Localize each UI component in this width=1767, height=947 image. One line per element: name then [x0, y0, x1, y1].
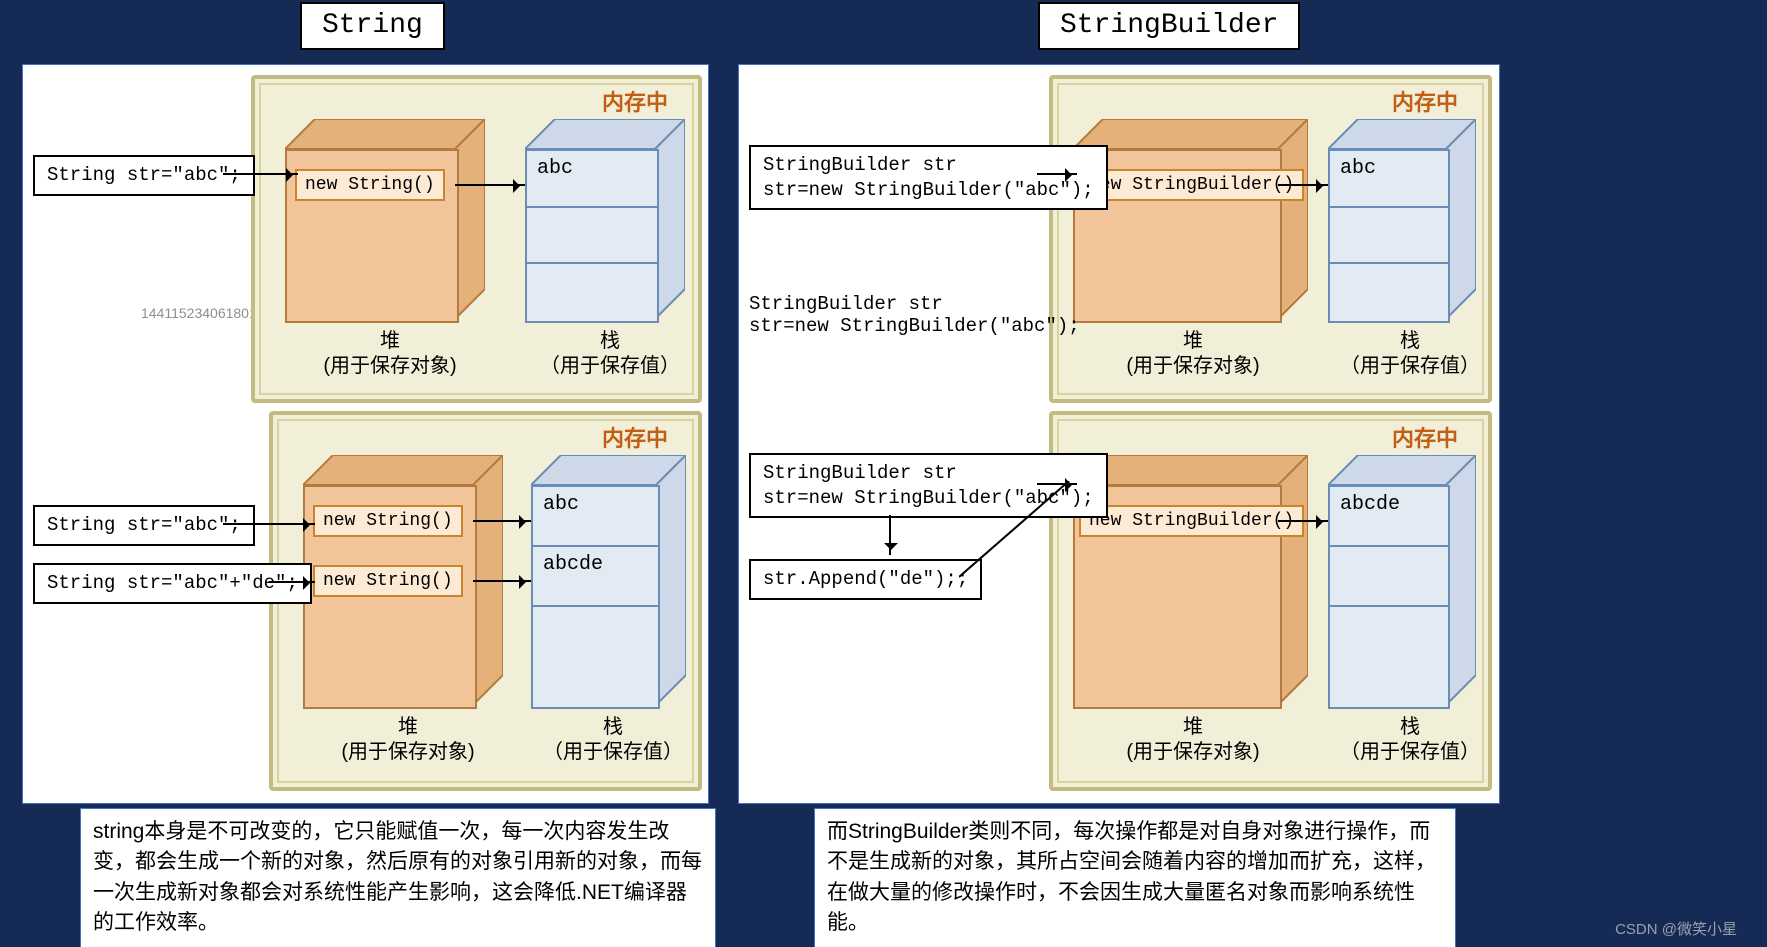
- arrow-heap-stack-l1: [455, 184, 525, 186]
- heap-label-l2-0: new String(): [313, 505, 463, 537]
- code-text-r-mid: StringBuilder str str=new StringBuilder(…: [749, 293, 1080, 337]
- mem-frame-r2: 内存中 new StringBuilder() 堆 (用于保存对象) abcde…: [1049, 411, 1492, 791]
- stack-row-r1-1: [1330, 208, 1448, 265]
- arrow-code-vert-r2: [889, 515, 891, 555]
- stack-row-l2-0: abc: [533, 487, 658, 547]
- desc-stringbuilder: 而StringBuilder类则不同，每次操作都是对自身对象进行操作，而不是生成…: [814, 808, 1456, 947]
- arrow-code-heap-r1: [1037, 173, 1077, 175]
- mem-frame-r1: 内存中 new StringBuilder() 堆 (用于保存对象) abc 栈…: [1049, 75, 1492, 403]
- stack-row-l1-1: [527, 208, 657, 265]
- mem-title-l1: 内存中: [602, 85, 668, 117]
- arrow-diag-r2: [959, 481, 1079, 591]
- arrow-heap-stack-l2-1: [473, 580, 531, 582]
- stack-row-r1-2: [1330, 264, 1448, 321]
- code-box-l2-0: String str="abc";: [33, 505, 255, 546]
- stack-cuboid-l2: abc abcde: [531, 455, 686, 705]
- stack-caption-l2: 栈 （用于保存值）: [538, 715, 688, 765]
- arrow-heap-stack-r2: [1278, 520, 1328, 522]
- heap-cuboid-r2: new StringBuilder(): [1073, 455, 1308, 705]
- stack-row-l1-0: abc: [527, 151, 657, 208]
- stack-row-r2-1: [1330, 547, 1448, 607]
- mem-frame-l1: 内存中 new String() 堆 (用于保存对象) abc 栈 （用于保存值…: [251, 75, 702, 403]
- stack-cuboid-r2: abcde: [1328, 455, 1476, 705]
- code-box-r2-1: str.Append("de");;: [749, 559, 982, 600]
- stack-caption-l1: 栈 （用于保存值）: [535, 329, 685, 379]
- mem-title-l2: 内存中: [602, 421, 668, 453]
- stack-row-r1-0: abc: [1330, 151, 1448, 208]
- heap-label-r1-0: new StringBuilder(): [1079, 169, 1304, 201]
- heap-cuboid-l1: new String(): [285, 119, 485, 319]
- panel-stringbuilder: 内存中 new StringBuilder() 堆 (用于保存对象) abc 栈…: [738, 64, 1500, 804]
- code-box-r1: StringBuilder str str=new StringBuilder(…: [749, 145, 1108, 210]
- stack-row-l2-2: [533, 607, 658, 707]
- desc-string: string本身是不可改变的，它只能赋值一次，每一次内容发生改变，都会生成一个新…: [80, 808, 716, 947]
- stack-row-r2-2: [1330, 607, 1448, 707]
- heap-label-l2-1: new String(): [313, 565, 463, 597]
- stack-caption-r1: 栈 （用于保存值）: [1335, 329, 1485, 379]
- footer-watermark: CSDN @微笑小星: [1615, 918, 1737, 939]
- heap-caption-l1: 堆 (用于保存对象): [315, 329, 465, 379]
- stack-row-l1-2: [527, 264, 657, 321]
- heap-cuboid-r1: new StringBuilder(): [1073, 119, 1308, 319]
- stack-row-r2-0: abcde: [1330, 487, 1448, 547]
- panel-string: 144115234061801616 内存中 new String() 堆 (用…: [22, 64, 709, 804]
- stack-cuboid-l1: abc: [525, 119, 685, 319]
- heap-label-r2-0: new StringBuilder(): [1079, 505, 1304, 537]
- stack-caption-r2: 栈 （用于保存值）: [1335, 715, 1485, 765]
- heap-caption-r1: 堆 (用于保存对象): [1113, 329, 1273, 379]
- heap-caption-l2: 堆 (用于保存对象): [333, 715, 483, 765]
- mem-title-r2: 内存中: [1392, 421, 1458, 453]
- code-box-l2-1: String str="abc"+"de";: [33, 563, 312, 604]
- stack-cuboid-r1: abc: [1328, 119, 1476, 319]
- arrow-heap-stack-r1: [1278, 184, 1328, 186]
- mem-frame-l2: 内存中 new String() new String() 堆 (用于保存对象)…: [269, 411, 702, 791]
- arrow-heap-stack-l2-0: [473, 520, 531, 522]
- title-string: String: [300, 2, 445, 50]
- heap-caption-r2: 堆 (用于保存对象): [1113, 715, 1273, 765]
- mem-title-r1: 内存中: [1392, 85, 1458, 117]
- code-box-l1: String str="abc";: [33, 155, 255, 196]
- arrow-code-heap-l2-0: [223, 523, 315, 525]
- title-stringbuilder: StringBuilder: [1038, 2, 1300, 50]
- arrow-code-heap-l2-1: [269, 581, 315, 583]
- stack-row-l2-1: abcde: [533, 547, 658, 607]
- heap-label-l1-0: new String(): [295, 169, 445, 201]
- arrow-code-heap-l1: [223, 173, 298, 175]
